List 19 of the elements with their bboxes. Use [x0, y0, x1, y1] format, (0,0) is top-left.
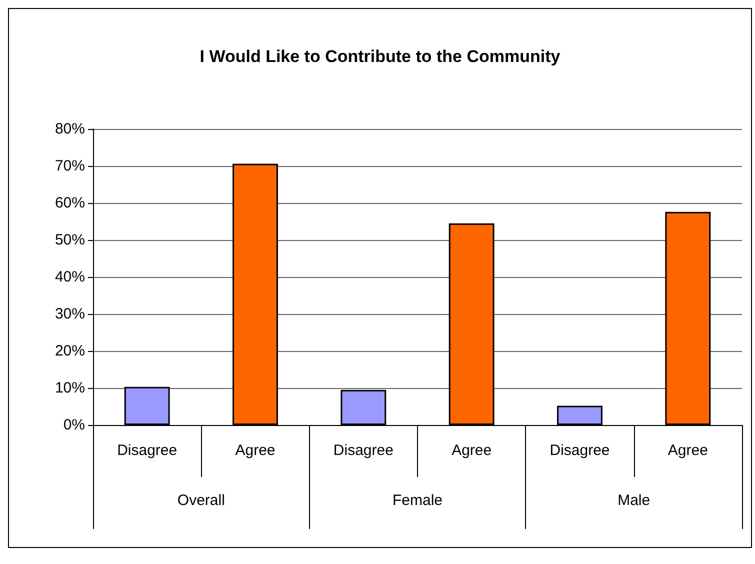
y-tick-label: 70%: [54, 158, 85, 174]
x-tick-label: Disagree: [550, 442, 610, 459]
x-tick-label: Agree: [668, 442, 708, 459]
x-tick-label: Agree: [235, 442, 276, 459]
y-tick-label: 30%: [54, 306, 85, 322]
y-tick-label: 80%: [54, 120, 85, 138]
y-tick-label: 40%: [54, 268, 85, 286]
chart-title: I Would Like to Contribute to the Community: [200, 47, 561, 66]
y-tick-label: 10%: [54, 380, 85, 396]
y-tick-label: 0%: [63, 416, 85, 434]
text: Male: [618, 492, 650, 509]
x-tick-label: Agree: [452, 442, 492, 459]
x-tick-label: Disagree: [117, 442, 178, 459]
y-tick-label: 50%: [54, 232, 85, 248]
y-tick-label: 20%: [54, 342, 85, 360]
text: Female: [392, 492, 443, 509]
text: Overall: [177, 492, 225, 509]
x-tick-label: Disagree: [333, 442, 394, 459]
y-tick-label: 60%: [54, 194, 85, 212]
